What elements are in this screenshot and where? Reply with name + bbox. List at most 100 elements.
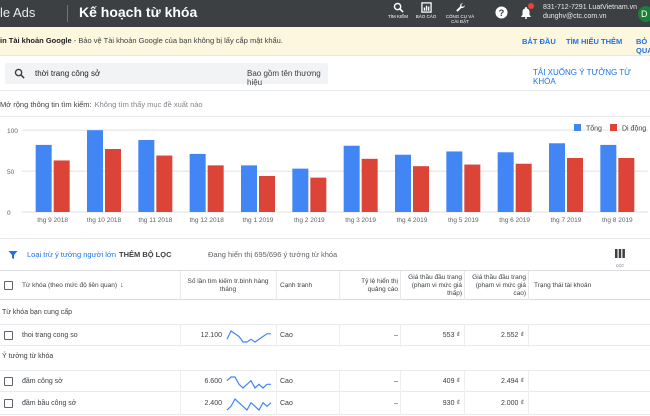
start-button[interactable]: BẮT ĐẦU (522, 37, 556, 46)
bar-total (87, 130, 103, 212)
download-ideas-link[interactable]: TẢI XUỐNG Ý TƯỞNG TỪ KHÓA (533, 68, 632, 86)
dismiss-button[interactable]: BỎ QUA (636, 37, 650, 55)
row-checkbox[interactable] (4, 377, 13, 386)
account-info[interactable]: 831-712-7291 LuatVietnam.vn dunghv@ctc.c… (543, 3, 637, 21)
alert-message: in Tài khoản Google - Bảo vệ Tài khoản G… (0, 36, 283, 45)
help-icon[interactable]: ? (495, 6, 508, 19)
account-email: dunghv@ctc.com.vn (543, 13, 607, 20)
column-divider (528, 271, 529, 300)
x-tick-label: thg 12 2018 (189, 217, 224, 224)
bar-mobile (259, 176, 275, 212)
col-status-label: Trạng thái tài khoản (534, 281, 592, 289)
impression-share-value: – (394, 332, 398, 339)
search-volume-chart: 0 50 100 thg 9 2018 thg 10 2018 thg 11 2018 th… (7, 124, 648, 224)
column-divider (528, 325, 529, 347)
page-title: Kế hoạch từ khóa (79, 4, 198, 20)
column-divider (276, 271, 277, 300)
reports-tool-button[interactable]: BÁO CÁO (408, 2, 444, 19)
reports-tool-label: BÁO CÁO (415, 14, 437, 19)
legend-swatch (574, 124, 581, 131)
impression-share-value: – (394, 400, 398, 407)
avg-monthly-searches: 6.600 (204, 378, 222, 385)
col-bid-high-label: Giá thầu đầu trang (phạm vi mức giá cao) (472, 273, 526, 297)
col-keyword[interactable]: Từ khóa (theo mức độ liên quan) ↓ (22, 271, 177, 300)
columns-button[interactable]: CỘT (612, 245, 628, 268)
bar-mobile (464, 164, 481, 212)
row-checkbox[interactable] (4, 331, 13, 340)
col-bid-high[interactable]: Giá thầu đầu trang (phạm vi mức giá cao) (466, 271, 526, 300)
bar-total (497, 152, 514, 212)
col-searches-label: Số lần tìm kiếm tr.bình hàng tháng (187, 277, 269, 293)
col-impression-share[interactable]: Tỷ lệ hiển thị quảng cáo (342, 271, 398, 300)
bar-mobile (53, 160, 70, 212)
table-row: đầm bầu công sở 2.400 Cao – 930 ₫ 2.000 … (0, 393, 650, 415)
sparkline-path (226, 330, 271, 343)
keyword-search-box[interactable]: thời trang công sở Bao gồm tên thương hi… (5, 63, 328, 87)
bar-mobile (618, 158, 635, 212)
account-customer-id: 831-712-7291 LuatVietnam.vn (543, 4, 638, 11)
column-divider (400, 271, 401, 300)
columns-icon (615, 249, 625, 258)
impression-share-value: – (394, 378, 398, 385)
bar-mobile (207, 165, 224, 212)
bid-low-value: 409 ₫ (442, 378, 460, 385)
tools-settings-button[interactable]: CÔNG CỤ VÀ CÀI ĐẶT (442, 2, 478, 24)
select-all-checkbox[interactable] (4, 281, 13, 290)
learn-more-button[interactable]: TÌM HIỂU THÊM (566, 37, 623, 46)
trend-sparkline (226, 376, 271, 389)
col-searches[interactable]: Số lần tìm kiếm tr.bình hàng tháng (182, 271, 274, 300)
security-alert-banner: in Tài khoản Google - Bảo vệ Tài khoản G… (0, 27, 650, 56)
bid-high-value: 2.000 ₫ (500, 400, 524, 407)
filter-bar: Loại trừ ý tưởng người lớn THÊM BỘ LỌC Đ… (0, 240, 650, 270)
add-filter-button[interactable]: THÊM BỘ LỌC (119, 250, 172, 259)
search-input[interactable]: thời trang công sở (35, 69, 101, 78)
broaden-search[interactable]: Mở rộng thông tin tìm kiếm: Không tìm thấ… (0, 100, 203, 109)
bid-high-value: 2.494 ₫ (500, 378, 524, 385)
col-competition[interactable]: Cạnh tranh (280, 271, 338, 300)
include-brands-toggle[interactable]: Bao gồm tên thương hiệu (247, 69, 321, 87)
avatar[interactable]: D (638, 6, 650, 22)
bar-total (600, 144, 617, 212)
broaden-label: Mở rộng thông tin tìm kiếm: (0, 100, 92, 109)
bell-icon[interactable] (520, 6, 532, 19)
bid-high-value: 2.552 ₫ (500, 332, 524, 339)
competition-value: Cao (280, 332, 293, 339)
keyword-text: đầm bầu công sở (22, 400, 77, 407)
alert-title: in Tài khoản Google (0, 36, 72, 45)
table-header: Từ khóa (theo mức độ liên quan) ↓ Số lần … (0, 270, 650, 300)
x-tick-label: thg 3 2019 (345, 217, 376, 224)
col-bid-low[interactable]: Giá thầu đầu trang (phạm vi mức giá thấp… (402, 271, 462, 300)
column-divider (180, 325, 181, 347)
col-impression-label: Tỷ lệ hiển thị quảng cáo (361, 277, 398, 293)
x-tick-label: thg 4 2019 (397, 217, 428, 224)
filter-icon[interactable] (8, 250, 18, 260)
column-divider (180, 393, 181, 415)
col-account-status[interactable]: Trạng thái tài khoản (534, 271, 644, 300)
app-name: le Ads (0, 5, 36, 20)
divider (0, 238, 650, 239)
bar-total (241, 165, 257, 212)
x-tick-label: thg 11 2018 (138, 217, 172, 224)
columns-label: CỘT (615, 263, 625, 268)
bar-total (446, 151, 463, 212)
search-tool-button[interactable]: TÌM KIẾM (380, 2, 416, 19)
competition-value: Cao (280, 378, 293, 385)
sparkline-path (226, 398, 272, 411)
divider (0, 90, 650, 91)
column-divider (339, 271, 340, 300)
y-tick-label: 0 (7, 210, 11, 217)
bid-low-value: 930 ₫ (442, 400, 460, 407)
search-icon (393, 2, 404, 13)
row-checkbox[interactable] (4, 399, 13, 408)
bar-mobile (515, 163, 532, 212)
alert-text: - Bảo vệ Tài khoản Google của bạn không … (71, 36, 283, 45)
column-divider (464, 325, 465, 347)
table-row: đầm công sở 6.600 Cao – 409 ₫ 2.494 ₫ (0, 370, 650, 393)
wrench-icon (455, 3, 465, 12)
exclude-adult-filter[interactable]: Loại trừ ý tưởng người lớn (27, 250, 117, 259)
search-tool-label: TÌM KIẾM (388, 14, 408, 19)
column-divider (528, 371, 529, 393)
x-tick-label: thg 7 2019 (551, 217, 582, 224)
column-divider (276, 393, 277, 415)
column-divider (400, 371, 401, 393)
